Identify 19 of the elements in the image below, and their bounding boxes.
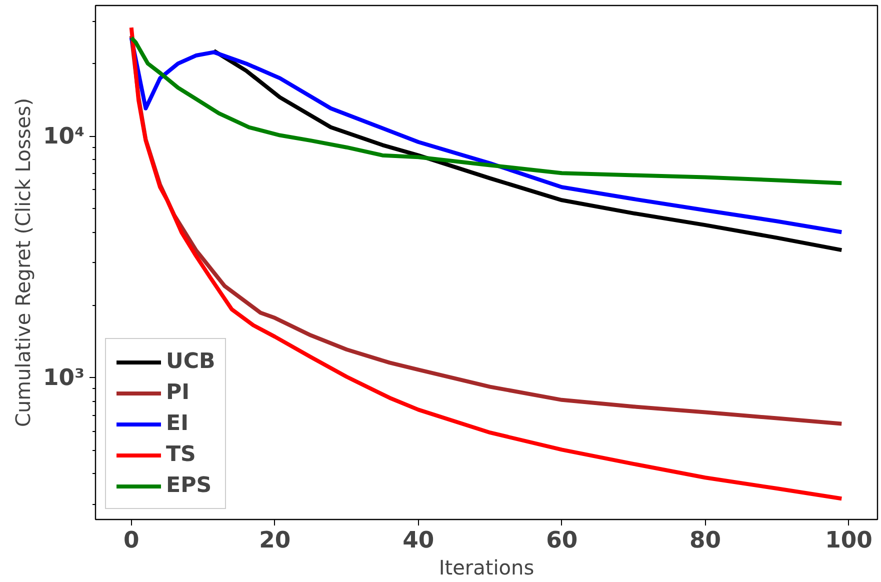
- x-tick-label: 60: [546, 528, 578, 554]
- legend-label: TS: [166, 442, 196, 467]
- x-tick-label: 40: [402, 528, 434, 554]
- line-series: [129, 36, 844, 234]
- x-axis-title: Iterations: [438, 556, 534, 580]
- x-tick-label: 0: [123, 528, 140, 554]
- legend-label: PI: [166, 380, 190, 405]
- legend-label: EPS: [166, 473, 212, 498]
- line-series: [212, 48, 844, 252]
- y-axis-title: Cumulative Regret (Click Losses): [11, 98, 36, 427]
- x-tick-label: 100: [825, 528, 872, 554]
- x-tick-label: 20: [259, 528, 291, 554]
- y-tick-label: 10³: [43, 364, 84, 391]
- x-tick-label: 80: [690, 528, 722, 554]
- legend-label: EI: [166, 411, 189, 436]
- y-tick-label: 10⁴: [43, 123, 84, 150]
- line-series: [129, 26, 844, 501]
- legend-label: UCB: [166, 349, 216, 374]
- line-series: [129, 36, 844, 186]
